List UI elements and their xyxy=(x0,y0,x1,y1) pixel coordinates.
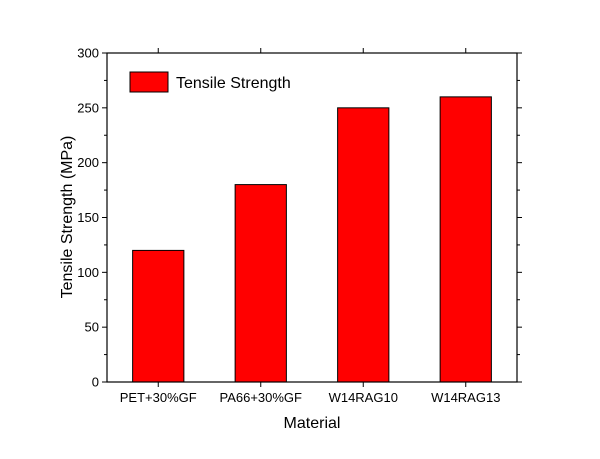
ticks-layer: PET+30%GF PA66+30%GF W14RAG10 W14RAG13 0 50 10… xyxy=(77,46,522,405)
bar xyxy=(234,184,287,383)
legend-swatch xyxy=(129,71,169,93)
x-tick-label: PET+30%GF xyxy=(120,390,197,405)
legend: Tensile Strength xyxy=(129,71,291,93)
y-tick-label: 150 xyxy=(77,210,99,225)
bar xyxy=(439,96,492,383)
y-tick-label: 100 xyxy=(77,265,99,280)
y-tick-label: 250 xyxy=(77,100,99,115)
y-tick-label: 50 xyxy=(85,320,99,335)
y-tick-label: 200 xyxy=(77,155,99,170)
bars-layer xyxy=(132,96,492,383)
y-tick-label: 300 xyxy=(77,46,99,61)
legend-label: Tensile Strength xyxy=(176,75,291,92)
x-tick-label: W14RAG10 xyxy=(329,390,398,405)
y-tick-label: 0 xyxy=(92,375,99,390)
bar xyxy=(337,107,390,383)
x-axis-title: Material xyxy=(284,415,341,432)
x-tick-label: PA66+30%GF xyxy=(219,390,302,405)
bar xyxy=(132,249,185,383)
x-tick-label: W14RAG13 xyxy=(431,390,500,405)
y-axis-title: Tensile Strength (MPa) xyxy=(59,136,76,299)
